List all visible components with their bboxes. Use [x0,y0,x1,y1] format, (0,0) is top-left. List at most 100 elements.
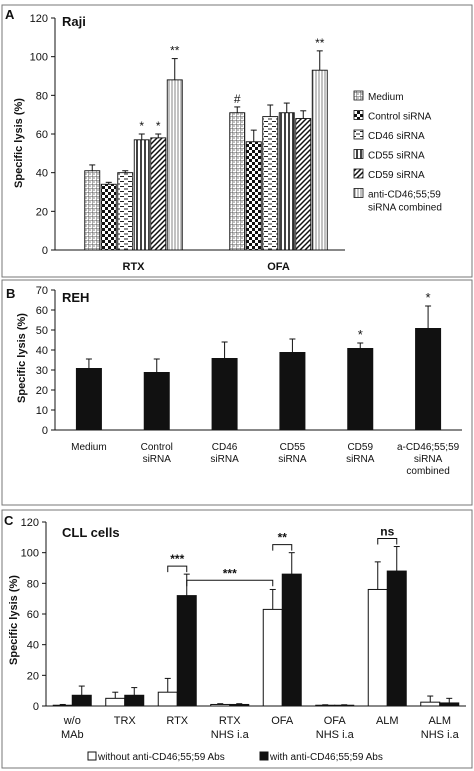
panel-c-y-tick-label: 100 [21,548,39,560]
panel-b-significance-mark: * [426,290,431,305]
panel-c-bar [281,573,302,707]
panel-c-y-tick-label: 40 [27,640,39,652]
panel-c-significance-mark: ns [380,525,394,539]
panel-c-bar [52,704,73,707]
panel-c-bracket [186,579,274,587]
panel-c-bar [210,703,231,707]
panel-b-significance-mark: * [358,327,363,342]
panel-a-label: Raji [62,14,86,29]
panel-a-bar [262,116,279,251]
panel-b-bar [75,368,102,430]
panel-c-bar [71,694,92,707]
panel-c-legend-swatch [87,751,97,761]
panel-a-legend-swatch [353,90,364,101]
panel-a-legend-swatch [353,110,364,120]
panel-c-bar [367,588,388,707]
panel-c-y-tick-label: 60 [27,609,39,621]
panel-a-legend-swatch [353,188,364,198]
panel-a-bar [100,183,117,251]
panel-c-x-tick-label: OFA NHS i.a [316,715,355,741]
panel-a-ylabel: Specific lysis (%) [13,98,25,188]
panel-a-bar [133,139,150,251]
panel-c-bar [157,691,178,707]
panel-a-letter: A [5,7,15,22]
panel-c-x-tick-label: RTX NHS i.a [211,715,250,741]
panel-a-x-tick-label: OFA [267,261,290,273]
panel-c-y-tick-label: 120 [21,517,39,529]
panel-c-significance-mark: ** [278,531,288,545]
panel-a-significance-mark: * [139,119,144,133]
panel-c-border [1,509,473,769]
panel-a-significance-mark: * [156,119,161,133]
panel-a-significance-mark: ** [170,44,180,58]
panel-a-y-tick-label: 120 [30,13,48,25]
panel-a-y-tick-label: 0 [42,245,48,257]
panel-b-x-tick-label: Control siRNA [141,442,173,465]
panel-a-bar [117,172,134,251]
panel-c-bar [229,703,250,707]
panel-b-ylabel: Specific lysis (%) [16,313,28,403]
panel-a-bar [245,141,262,251]
panel-b-border [1,279,473,506]
panel-c-bar [105,697,126,707]
panel-a-legend-label: CD59 siRNA [368,170,425,181]
panel-c-legend-label: without anti-CD46;55;59 Abs [97,752,225,763]
panel-a-bar [229,112,246,251]
panel-a-significance-mark: # [234,92,241,106]
panel-c-x-tick-label: ALM NHS i.a [421,715,460,741]
panel-c-bar [262,608,283,707]
panel-a-legend-label: anti-CD46;55;59 siRNA combined [368,190,442,214]
panel-c-x-tick-label: w/o MAb [61,715,84,741]
panel-c-x-tick-label: ALM [376,715,399,727]
panel-c-x-tick-label: TRX [114,715,137,727]
panel-b-y-tick-label: 70 [36,285,48,297]
panel-b-x-tick-label: a-CD46;55;59 siRNA combined [397,442,460,477]
panel-c-bracket [272,544,293,551]
panel-c-x-tick-label: OFA [271,715,294,727]
panel-c-plot: 0 20 40 60 80 100 120 w/o MAb TRX RTX RTX NHS i.a OFA… [21,517,466,763]
panel-c-bar [124,694,145,707]
panel-c-bracket [377,538,398,545]
panel-a-border [1,4,473,278]
panel-a-y-tick-label: 60 [36,129,48,141]
panel-b-y-tick-label: 10 [36,405,48,417]
panel-a-legend-swatch [353,129,364,140]
panel-a-bar [150,137,167,251]
panel-c-bar [439,702,460,707]
panel-b-bar [279,352,306,430]
panel-c-bar [334,704,355,707]
panel-b-bar [211,358,238,430]
panel-a-y-tick-label: 100 [30,52,48,64]
panel-b-bar [415,328,442,430]
panel-b-y-tick-label: 20 [36,385,48,397]
panel-b-bar [143,372,170,430]
panel-a-x-tick-label: RTX [123,261,146,273]
panel-c-label: CLL cells [62,525,120,540]
panel-c-significance-mark: *** [223,566,237,580]
panel-b: B REH Specific lysis (%) 0 10 20 30 40 50 60 70… [1,279,473,506]
panel-b-y-tick-label: 60 [36,305,48,317]
panel-b-y-tick-label: 40 [36,345,48,357]
panel-a-bar [311,69,328,251]
panel-a-legend-label: CD55 siRNA [368,151,425,162]
panel-c-bracket [167,565,188,573]
panel-a-legend-label: Control siRNA [368,112,432,123]
panel-c-y-tick-label: 0 [33,701,39,713]
panel-c-ylabel: Specific lysis (%) [8,575,20,665]
panel-c-significance-mark: *** [170,552,184,566]
panel-a-y-tick-label: 20 [36,206,48,218]
panel-b-x-tick-label: Medium [71,442,107,453]
panel-c-legend-swatch [259,751,269,761]
panel-c-x-tick-label: RTX [166,715,188,727]
panel-c-letter: C [4,513,14,528]
panel-b-plot: 0 10 20 30 40 50 60 70 Medium Control siRNA CD46 siR… [36,285,462,477]
panel-a-y-tick-label: 80 [36,90,48,102]
panel-b-x-tick-label: CD55 siRNA [278,442,307,465]
panel-c-y-tick-label: 80 [27,578,39,590]
panel-c-bar [315,704,336,707]
panel-a-y-tick-label: 40 [36,168,48,180]
panel-a-legend-label: CD46 siRNA [368,131,425,142]
panel-a-bar [278,112,295,251]
panel-c-legend-label: with anti-CD46;55;59 Abs [269,752,383,763]
